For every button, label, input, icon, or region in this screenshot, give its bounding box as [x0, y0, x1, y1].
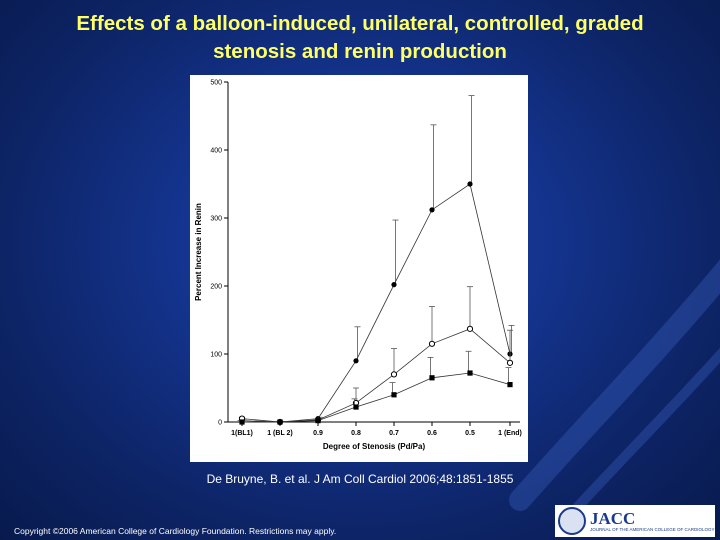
slide-title: Effects of a balloon-induced, unilateral… — [0, 10, 720, 66]
jacc-logo: JACC JOURNAL OF THE AMERICAN COLLEGE OF … — [555, 505, 715, 537]
data-point-filled-circle — [429, 207, 435, 213]
logo-name: JACC — [590, 508, 636, 528]
data-point-filled-circle — [467, 181, 473, 187]
y-tick-label: 200 — [210, 284, 222, 291]
data-point-filled-square — [507, 382, 513, 388]
data-point-filled-square — [239, 419, 245, 425]
x-tick-label: 0.7 — [389, 430, 399, 437]
citation: De Bruyne, B. et al. J Am Coll Cardiol 2… — [206, 472, 514, 486]
x-axis-label: Degree of Stenosis (Pd/Pa) — [323, 442, 426, 451]
slide-title-line-1: Effects of a balloon-induced, unilateral… — [76, 12, 644, 35]
x-tick-label: 0.5 — [465, 430, 475, 437]
acc-seal-icon — [558, 507, 586, 535]
background-swoosh-decoration — [509, 259, 720, 520]
y-tick-label: 100 — [210, 352, 222, 359]
data-point-filled-square — [315, 418, 321, 424]
y-tick-label: 400 — [210, 148, 222, 155]
x-tick-label: 0.8 — [351, 430, 361, 437]
x-tick-label: 0.6 — [427, 430, 437, 437]
series-line — [242, 372, 511, 423]
data-point-filled-square — [467, 370, 473, 376]
chart-figure: 0 100 200 300 400 500 1(BL1) 1 (BL 2) 0.9 0.8 0.7 0… — [190, 75, 528, 462]
data-point-filled-square — [277, 419, 283, 425]
logo-subtitle: JOURNAL OF THE AMERICAN COLLEGE OF CARDI… — [590, 526, 715, 532]
data-point-open-circle — [506, 359, 514, 366]
x-tick-label: 1 (BL 2) — [267, 430, 293, 437]
y-tick-label: 300 — [210, 216, 222, 223]
data-point-filled-square — [353, 404, 359, 410]
y-tick-label: 500 — [210, 80, 222, 87]
data-point-open-circle — [428, 340, 436, 347]
data-point-open-circle — [466, 325, 474, 332]
renin-chart: 0 100 200 300 400 500 1(BL1) 1 (BL 2) 0.9 0.8 0.7 0… — [194, 80, 522, 452]
data-point-filled-circle — [353, 358, 359, 364]
x-tick-label: 1 (End) — [498, 430, 522, 437]
y-axis-label: Percent Increase in Renin — [194, 203, 203, 301]
data-point-open-circle — [390, 371, 398, 378]
copyright-notice: Copyright ©2006 American College of Card… — [14, 526, 337, 536]
y-tick-label: 0 — [218, 420, 222, 427]
x-tick-label: 1(BL1) — [231, 430, 253, 437]
data-point-filled-circle — [391, 282, 397, 288]
x-tick-label: 0.9 — [313, 430, 323, 437]
data-point-filled-square — [429, 375, 435, 381]
slide-title-line-2: stenosis and renin production — [213, 40, 507, 63]
data-point-filled-square — [391, 392, 397, 398]
